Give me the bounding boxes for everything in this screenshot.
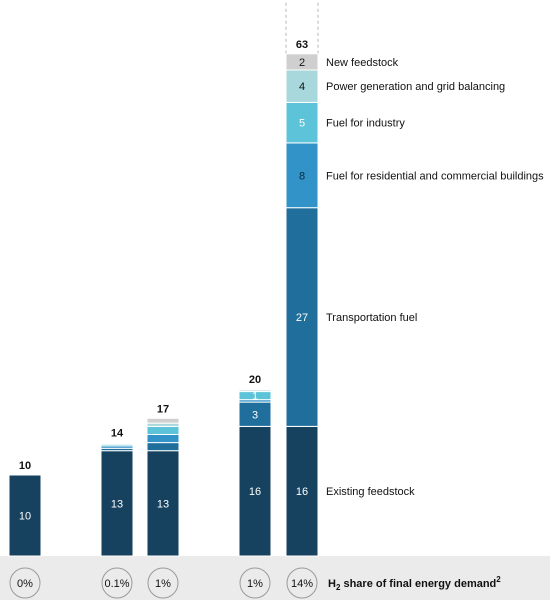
bar-segment	[285, 207, 319, 427]
bar-segment	[285, 69, 319, 103]
bar-segment	[285, 142, 319, 209]
share-value-label: 1%	[155, 578, 171, 590]
bar-segment	[285, 53, 319, 71]
segment-value-label: 16	[249, 486, 261, 498]
share-row-label: H2 share of final energy demand2	[328, 575, 501, 592]
segment-value-label: 2	[299, 57, 305, 69]
bar-segment	[285, 101, 319, 144]
segment-value-label: 16	[296, 486, 308, 498]
segment-value-label: 13	[111, 498, 123, 510]
bar-segment	[238, 401, 272, 427]
bar-segment	[8, 474, 42, 557]
share-circle	[239, 567, 271, 599]
total-label-backdrop	[287, 31, 317, 50]
share-row: 0% 0.1% 1% 1% 14%	[9, 567, 318, 599]
bar-total-label: 20	[249, 374, 261, 386]
share-circle	[286, 567, 318, 599]
legend-label: Existing feedstock	[326, 486, 415, 498]
bars-group: 10 10 13 14 13 17 16 3 1 20 16 27 8 5 4 2 63	[8, 0, 319, 557]
segment-value-label: 13	[157, 498, 169, 510]
bar-segment	[238, 388, 272, 391]
share-circle	[9, 567, 41, 599]
bar-segment	[100, 450, 134, 557]
bar-segment	[238, 425, 272, 557]
bar-segment	[100, 442, 134, 444]
bar-total-label: 10	[19, 460, 31, 472]
bar-segment	[146, 434, 180, 444]
legend-label: New feedstock	[326, 57, 399, 69]
share-value-label: 1%	[247, 578, 263, 590]
bar-segment	[285, 425, 319, 557]
legend-group: Existing feedstock Transportation fuel Fue…	[326, 57, 544, 498]
bar-segment	[146, 442, 180, 452]
bar-total-label: 14	[111, 428, 124, 440]
segment-value-label: 10	[19, 511, 31, 523]
bar-segment	[146, 450, 180, 557]
segment-value-label: 5	[299, 118, 305, 130]
segment-value-label: 3	[252, 409, 258, 421]
segment-value-label: 8	[299, 170, 305, 182]
bar-total-label: 63	[296, 39, 308, 51]
legend-label: Fuel for industry	[326, 118, 405, 130]
legend-label: Fuel for residential and commercial buil…	[326, 170, 544, 182]
bar-segment	[146, 425, 180, 435]
segment-value-label: 4	[299, 81, 305, 93]
share-value-label: 0.1%	[104, 578, 129, 590]
legend-label: Power generation and grid balancing	[326, 81, 505, 93]
share-circle	[147, 567, 179, 599]
segment-value-label: 1	[252, 391, 258, 403]
share-value-label: 14%	[291, 578, 313, 590]
legend-label: Transportation fuel	[326, 312, 417, 324]
dashed-outline	[285, 0, 319, 54]
bar-total-label: 17	[157, 403, 169, 415]
bottom-band	[0, 556, 550, 600]
share-circle	[101, 567, 133, 599]
share-value-label: 0%	[17, 578, 33, 590]
segment-value-label: 27	[296, 312, 308, 324]
bar-segment	[146, 417, 180, 424]
